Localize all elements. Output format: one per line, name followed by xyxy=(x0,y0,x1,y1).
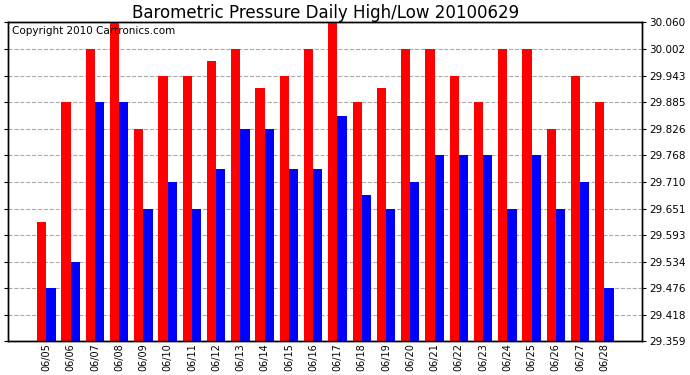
Bar xyxy=(231,49,240,342)
Bar xyxy=(556,209,565,342)
Bar xyxy=(168,182,177,342)
Bar xyxy=(531,155,541,342)
Bar xyxy=(353,102,362,342)
Bar xyxy=(144,209,152,342)
Bar xyxy=(279,76,289,342)
Bar xyxy=(522,49,531,342)
Title: Barometric Pressure Daily High/Low 20100629: Barometric Pressure Daily High/Low 20100… xyxy=(132,4,519,22)
Bar xyxy=(401,49,411,342)
Bar xyxy=(183,76,192,342)
Bar xyxy=(362,195,371,342)
Bar xyxy=(110,22,119,342)
Bar xyxy=(240,129,250,342)
Bar xyxy=(265,129,274,342)
Bar xyxy=(70,262,80,342)
Bar xyxy=(46,288,56,342)
Bar xyxy=(604,288,613,342)
Bar xyxy=(289,169,298,342)
Bar xyxy=(207,61,216,342)
Bar xyxy=(595,102,604,342)
Bar xyxy=(459,155,468,342)
Bar xyxy=(571,76,580,342)
Bar xyxy=(435,155,444,342)
Bar xyxy=(546,129,556,342)
Bar xyxy=(119,102,128,342)
Bar xyxy=(377,88,386,342)
Bar xyxy=(580,182,589,342)
Bar xyxy=(411,182,420,342)
Bar xyxy=(304,49,313,342)
Bar xyxy=(61,102,70,342)
Bar xyxy=(134,129,144,342)
Bar xyxy=(483,155,492,342)
Bar xyxy=(507,209,517,342)
Text: Copyright 2010 Cartronics.com: Copyright 2010 Cartronics.com xyxy=(12,26,175,36)
Bar xyxy=(192,209,201,342)
Bar xyxy=(37,222,46,342)
Bar xyxy=(386,209,395,342)
Bar xyxy=(425,49,435,342)
Bar xyxy=(95,102,104,342)
Bar xyxy=(474,102,483,342)
Bar xyxy=(86,49,95,342)
Bar xyxy=(498,49,507,342)
Bar xyxy=(328,22,337,342)
Bar xyxy=(450,76,459,342)
Bar xyxy=(337,116,346,342)
Bar xyxy=(159,76,168,342)
Bar xyxy=(255,88,265,342)
Bar xyxy=(313,169,322,342)
Bar xyxy=(216,169,226,342)
